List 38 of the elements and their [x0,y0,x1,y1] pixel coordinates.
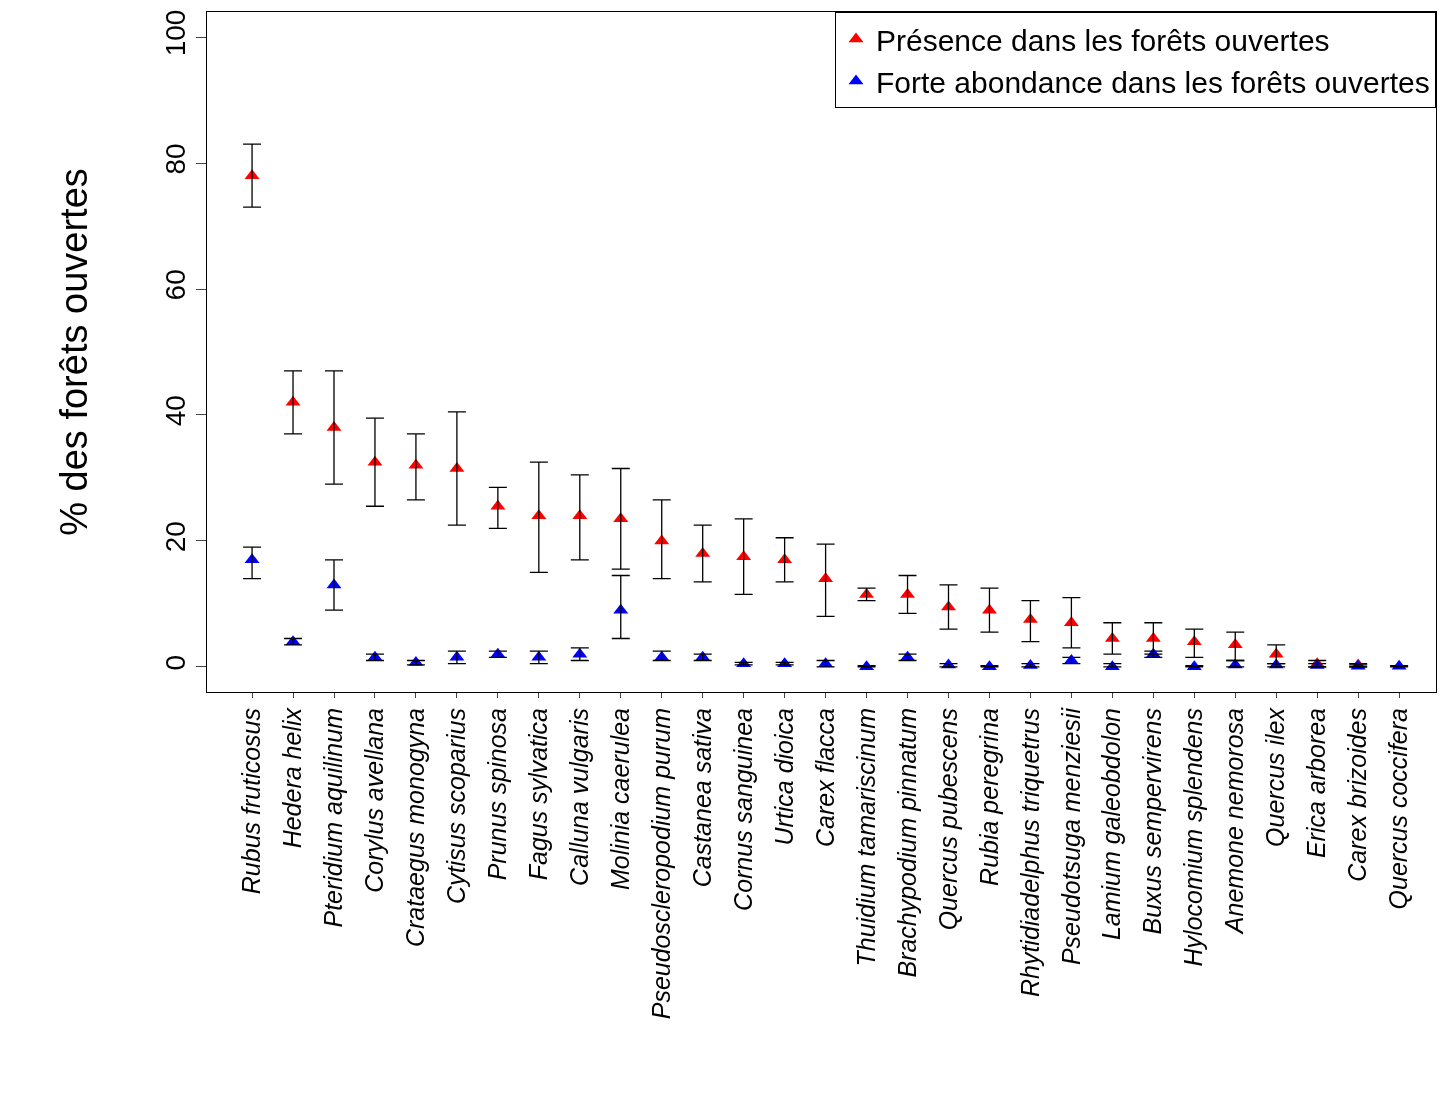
x-tick-label: Urtica dioica [769,707,798,846]
x-tick-label: Hedera helix [278,706,307,849]
y-tick-label: 100 [159,9,191,57]
x-tick-label: Thuidium tamariscinum [851,708,880,967]
x-tick-label: Rhytidiadelphus triquetrus [1015,708,1044,998]
y-tick-label: 40 [159,395,191,427]
x-tick-label: Hylocomium splendens [1179,708,1208,967]
y-tick-label: 20 [159,521,191,553]
x-tick-label: Pteridium aquilinum [319,708,348,928]
x-tick-label: Calluna vulgaris [564,708,593,886]
y-tick-label: 60 [159,269,191,301]
y-tick-label: 80 [159,143,191,175]
x-tick-label: Quercus ilex [1261,706,1290,847]
legend-label: Présence dans les forêts ouvertes [876,23,1330,57]
x-tick-label: Prunus spinosa [482,707,511,881]
x-tick-label: Anemone nemorosa [1220,707,1249,936]
x-tick-label: Pseudoscleropodium purum [646,708,675,1020]
x-tick-label: Cornus sanguinea [728,707,757,911]
legend-label: Forte abondance dans les forêts ouvertes [876,65,1430,99]
x-tick-label: Rubia peregrina [974,707,1003,886]
y-tick-label: 0 [159,654,191,671]
x-tick-label: Molinia caerulea [605,707,634,891]
y-axis-title: % des forêts ouvertes [53,168,95,536]
x-tick-label: Carex flacca [810,707,839,847]
x-tick-label: Erica arborea [1302,707,1331,859]
x-tick-label: Corylus avellana [360,707,389,893]
x-tick-label: Lamium galeobdolon [1097,708,1126,941]
x-tick-label: Rubus fruticosus [237,708,266,895]
x-tick-label: Brachypodium pinnatum [892,708,921,978]
x-tick-label: Carex brizoides [1343,708,1372,882]
x-tick-label: Quercus coccifera [1384,707,1413,910]
x-tick-label: Buxus sempervirens [1138,708,1167,935]
x-tick-label: Crataegus monogyna [401,707,430,948]
x-tick-label: Fagus sylvatica [523,707,552,881]
x-tick-label: Quercus pubescens [933,708,962,931]
x-tick-label: Pseudotsuga menziesii [1056,706,1085,966]
x-tick-label: Cytisus scoparius [442,708,471,904]
x-tick-label: Castanea sativa [687,707,716,888]
